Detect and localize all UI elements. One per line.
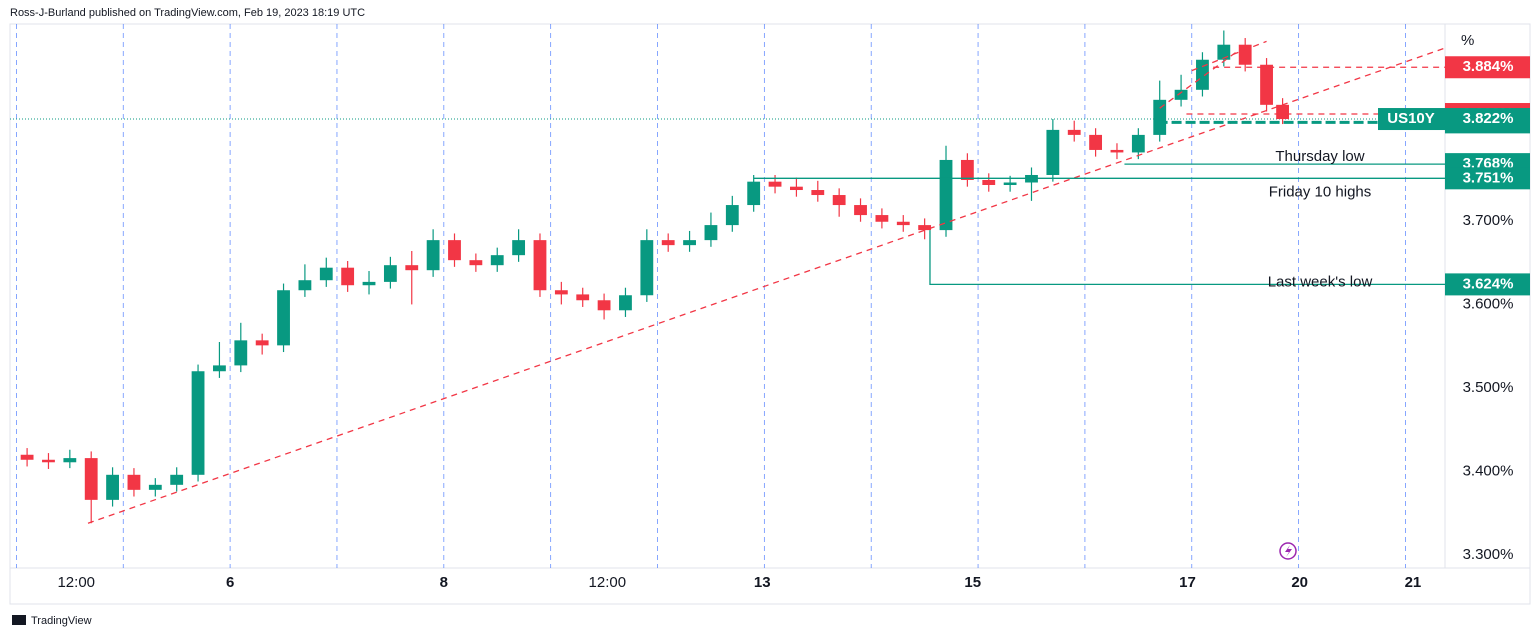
price-label-box bbox=[1445, 273, 1530, 296]
candle-body bbox=[1067, 129, 1081, 135]
y-tick-label: 3.400% bbox=[1463, 462, 1514, 479]
candle-body bbox=[619, 295, 632, 311]
candle-body bbox=[512, 240, 526, 256]
candle-body bbox=[790, 186, 803, 191]
candle-body bbox=[1276, 104, 1289, 120]
candle-body bbox=[1003, 182, 1017, 186]
candle-body bbox=[683, 240, 696, 246]
candle-body bbox=[148, 484, 162, 490]
candle-body bbox=[84, 458, 98, 500]
y-tick-label: 3.500% bbox=[1463, 379, 1514, 396]
candle-body bbox=[939, 159, 953, 231]
candle-body bbox=[490, 255, 504, 266]
candle-body bbox=[875, 215, 889, 222]
candle-body bbox=[982, 179, 996, 186]
candle-body bbox=[426, 240, 440, 271]
candle-body bbox=[896, 221, 910, 226]
candle-body bbox=[405, 265, 419, 271]
candle-body bbox=[576, 294, 590, 301]
flash-icon bbox=[1279, 542, 1297, 560]
candle-body bbox=[42, 459, 55, 463]
candle-body bbox=[1046, 129, 1060, 175]
annotation-line bbox=[929, 230, 1445, 286]
candle-body bbox=[640, 240, 654, 296]
candle-body bbox=[469, 260, 483, 266]
candle-body bbox=[341, 267, 355, 286]
frame bbox=[9, 23, 1531, 605]
candle-body bbox=[213, 365, 226, 372]
candle-body bbox=[725, 205, 739, 226]
candle-body bbox=[1131, 134, 1145, 153]
candle-body bbox=[1110, 149, 1124, 153]
candle-body bbox=[298, 280, 312, 291]
candle-body bbox=[704, 225, 718, 241]
candle-body bbox=[597, 300, 611, 311]
x-tick-label: 17 bbox=[1179, 574, 1196, 591]
x-tick-label: 12:00 bbox=[57, 574, 95, 591]
candle-body bbox=[1153, 99, 1167, 135]
candle-body bbox=[832, 195, 846, 206]
candle-body bbox=[319, 267, 333, 281]
candle-body bbox=[533, 240, 547, 291]
candle-body bbox=[63, 458, 77, 463]
annotation-label: Last week's low bbox=[1268, 273, 1373, 290]
y-tick-label: 3.300% bbox=[1463, 546, 1514, 563]
candle-body bbox=[1217, 44, 1231, 60]
candle-body bbox=[383, 265, 397, 282]
x-tick-label: 13 bbox=[754, 574, 771, 591]
price-label: 3.884% bbox=[1463, 58, 1514, 75]
candle-body bbox=[554, 290, 568, 295]
candle-body bbox=[106, 474, 119, 500]
annotation-label: Friday 10 highs bbox=[1269, 183, 1372, 200]
header: Ross-J-Burland published on TradingView.… bbox=[10, 7, 365, 19]
price-label: 3.751% bbox=[1463, 169, 1514, 186]
x-tick-label: 6 bbox=[226, 574, 234, 591]
price-label-box bbox=[1445, 167, 1530, 190]
candle-body bbox=[255, 340, 269, 346]
candle-body bbox=[918, 225, 932, 231]
candle-body bbox=[277, 290, 290, 346]
current-price-label-box bbox=[1445, 108, 1530, 131]
candle-body bbox=[747, 181, 761, 206]
x-tick-label: 20 bbox=[1291, 574, 1308, 591]
candle-body bbox=[362, 281, 376, 286]
y-tick-label: 3.700% bbox=[1463, 212, 1514, 229]
candle-body bbox=[1238, 44, 1252, 65]
candle-body bbox=[661, 240, 675, 246]
candle-body bbox=[20, 454, 34, 460]
candle-body bbox=[170, 474, 184, 485]
candle-body bbox=[960, 159, 974, 180]
candle-body bbox=[1089, 134, 1103, 150]
x-tick-label: 15 bbox=[964, 574, 981, 591]
candle-body bbox=[811, 190, 825, 196]
x-tick-label: 12:00 bbox=[589, 574, 627, 591]
footer-logo bbox=[12, 615, 26, 625]
y-tick-label: 3.600% bbox=[1463, 295, 1514, 312]
symbol-box bbox=[1378, 108, 1445, 131]
annotation-line bbox=[1159, 45, 1246, 109]
candle-body bbox=[234, 340, 248, 366]
candle-body bbox=[1174, 89, 1188, 100]
x-tick-label: 8 bbox=[440, 574, 448, 591]
annotation-line bbox=[87, 47, 1446, 524]
candle-body bbox=[448, 240, 461, 261]
unit-label: % bbox=[1461, 32, 1474, 49]
candle-body bbox=[1196, 59, 1209, 90]
candle-body bbox=[768, 181, 782, 187]
candle-body bbox=[854, 205, 867, 216]
annotation-label: Thursday low bbox=[1275, 148, 1364, 165]
footer-logo-text: TradingView bbox=[31, 615, 92, 627]
x-tick-label: 21 bbox=[1405, 574, 1422, 591]
price-label: 3.624% bbox=[1463, 275, 1514, 292]
candle-body bbox=[191, 371, 205, 475]
annotation-line bbox=[1191, 40, 1267, 72]
current-price-label: 3.822% bbox=[1463, 110, 1514, 127]
price-label-box bbox=[1445, 56, 1530, 79]
candle-body bbox=[127, 474, 141, 490]
candle-body bbox=[1260, 64, 1273, 105]
symbol-label: US10Y bbox=[1387, 110, 1435, 127]
